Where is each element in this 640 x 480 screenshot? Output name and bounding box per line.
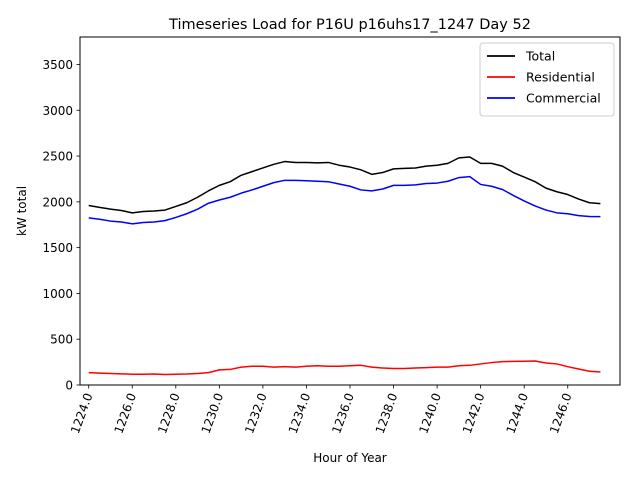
y-tick-label: 1500 [42, 241, 73, 255]
legend-label-total: Total [525, 49, 555, 64]
y-tick-label: 500 [50, 333, 73, 347]
x-tick-label: 1232.0 [242, 391, 270, 435]
x-tick-label: 1228.0 [155, 391, 183, 435]
x-tick-label: 1246.0 [547, 391, 575, 435]
y-tick-label: 0 [65, 379, 73, 393]
y-axis: 0 500 1000 1500 2000 2500 3000 3500 [42, 58, 80, 393]
y-tick-label: 3500 [42, 58, 73, 72]
x-tick-label: 1236.0 [329, 391, 357, 435]
y-axis-label: kW total [15, 186, 29, 236]
x-tick-label: 1240.0 [416, 391, 444, 435]
y-tick-label: 2500 [42, 150, 73, 164]
y-tick-label: 1000 [42, 287, 73, 301]
x-axis: 1224.0 1226.0 1228.0 1230.0 1232.0 1234.0 1236… [68, 385, 575, 435]
x-tick-label: 1230.0 [199, 391, 227, 435]
legend: Total Residential Commercial [479, 42, 615, 117]
legend-label-commercial: Commercial [526, 91, 601, 106]
chart-title: Timeseries Load for P16U p16uhs17_1247 D… [168, 17, 531, 33]
plot-area [88, 156, 601, 376]
x-tick-label: 1238.0 [373, 391, 401, 435]
x-tick-label: 1226.0 [112, 391, 140, 435]
x-tick-label: 1244.0 [503, 391, 531, 435]
series-line-commercial [88, 175, 601, 225]
x-tick-label: 1234.0 [286, 391, 314, 435]
series-line-residential [88, 360, 601, 376]
x-axis-label: Hour of Year [313, 451, 387, 465]
y-tick-label: 2000 [42, 195, 73, 209]
legend-label-residential: Residential [526, 70, 595, 85]
y-tick-label: 3000 [42, 104, 73, 118]
x-tick-label: 1224.0 [68, 391, 96, 435]
x-tick-label: 1242.0 [460, 391, 488, 435]
series-line-total [88, 156, 601, 214]
series-lines [88, 156, 601, 376]
